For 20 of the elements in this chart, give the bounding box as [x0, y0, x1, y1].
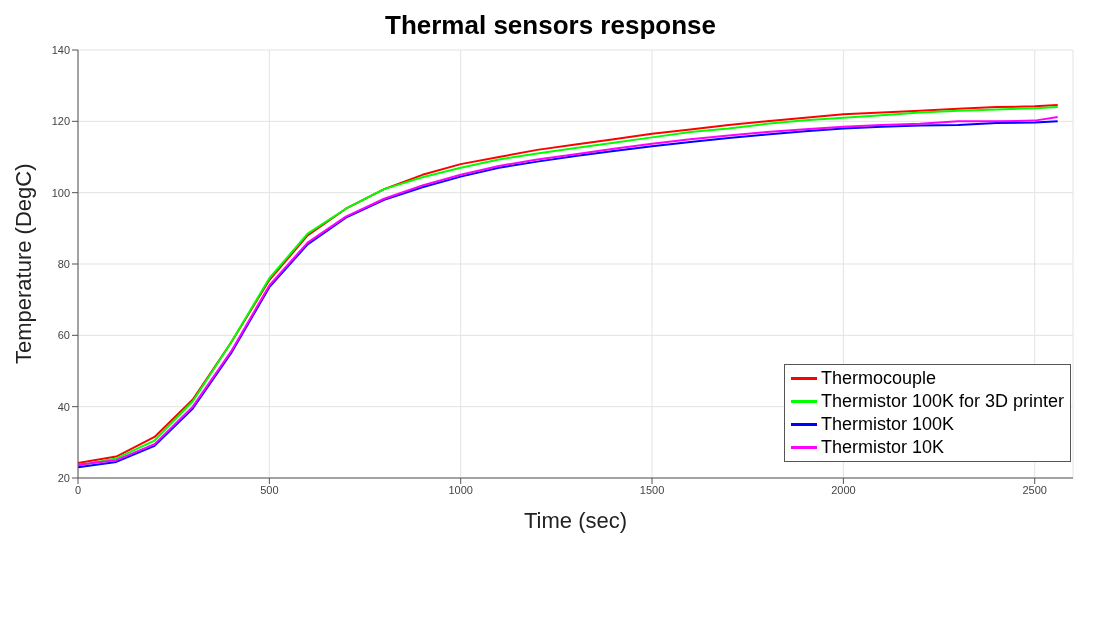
x-tick-label: 500 [260, 483, 279, 496]
legend-label: Thermistor 100K for 3D printer [820, 390, 1064, 413]
y-tick-label: 140 [51, 43, 70, 56]
x-axis-title: Time (sec) [523, 508, 628, 533]
legend-label: Thermocouple [820, 367, 936, 390]
y-axis-title: Temperature (DegC) [10, 163, 36, 364]
y-tick-label: 80 [57, 257, 70, 270]
y-tick-label: 120 [51, 115, 70, 128]
x-tick-label: 1500 [639, 483, 665, 496]
x-tick-label: 0 [74, 483, 82, 496]
legend-label: Thermistor 10K [820, 436, 944, 459]
y-tick-label: 40 [57, 400, 70, 413]
y-tick-label: 100 [51, 186, 70, 199]
x-tick-label: 1000 [448, 483, 473, 496]
legend-label: Thermistor 100K [820, 413, 954, 436]
y-tick-label: 60 [57, 329, 70, 342]
x-tick-label: 2000 [831, 483, 856, 496]
y-tick-label: 20 [57, 471, 70, 484]
chart-title: Thermal sensors response [384, 9, 717, 42]
x-tick-label: 2500 [1022, 483, 1047, 496]
